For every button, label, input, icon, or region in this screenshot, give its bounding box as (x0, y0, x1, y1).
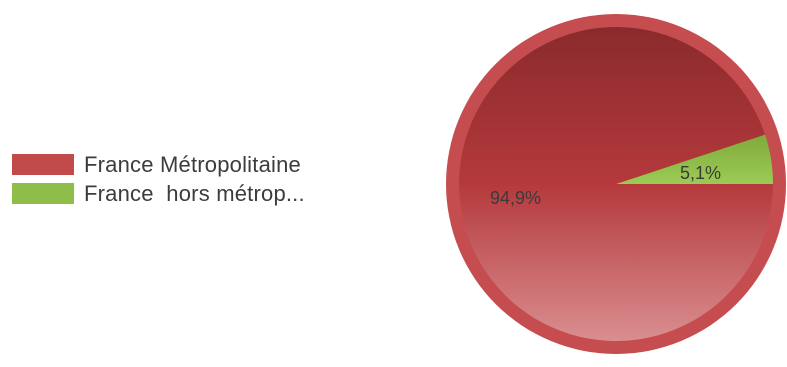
legend-swatch-france-hors-metropole (12, 183, 74, 204)
pie-slice-france-hors-metropole (616, 134, 773, 184)
pie-slice-france-metropolitaine (459, 26, 773, 341)
legend-swatch-france-metropolitaine (12, 154, 74, 175)
legend-label-france-hors-metropole: France hors métrop... (84, 180, 305, 206)
chart-legend: France Métropolitaine France hors métrop… (12, 150, 305, 208)
data-label-france-metropolitaine: 94,9% (490, 188, 541, 208)
legend-item-france-hors-metropole: France hors métrop... (12, 179, 305, 208)
data-label-france-hors-metropole: 5,1% (680, 163, 721, 183)
legend-label-france-metropolitaine: France Métropolitaine (84, 151, 301, 177)
legend-item-france-metropolitaine: France Métropolitaine (12, 150, 305, 179)
